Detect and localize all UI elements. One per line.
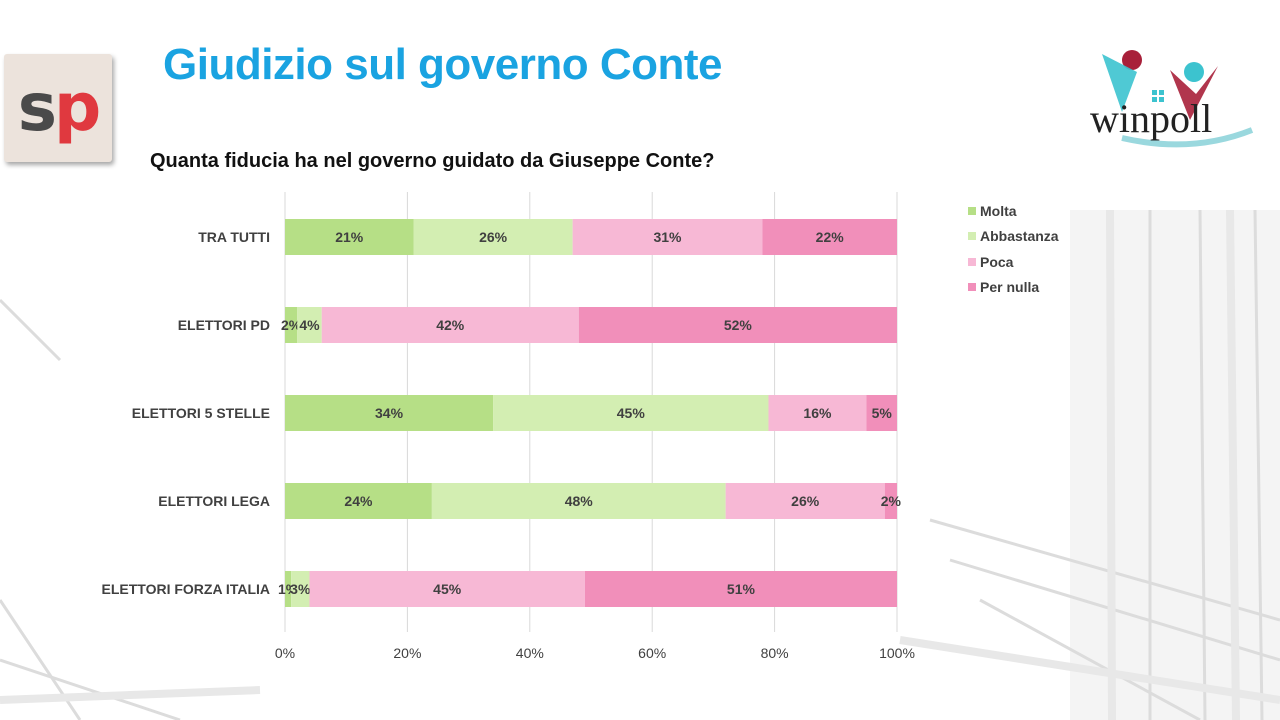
data-label: 2% <box>281 317 302 333</box>
category-labels: TRA TUTTI ELETTORI PD ELETTORI 5 STELLE ELE… <box>101 229 270 597</box>
logo-red-circle <box>1122 50 1142 70</box>
data-label: 24% <box>344 493 373 509</box>
bar-segment <box>578 307 897 343</box>
x-tick-label: 100% <box>879 645 915 661</box>
legend-label: Per nulla <box>980 279 1040 296</box>
legend-label: Molta <box>980 202 1017 219</box>
logo-teal-circle <box>1184 62 1204 82</box>
legend-item: Molta <box>968 198 1059 224</box>
category-label: ELETTORI 5 STELLE <box>132 405 270 421</box>
bar-segment <box>584 571 897 607</box>
bar-segment <box>725 483 885 519</box>
data-label: 42% <box>436 317 465 333</box>
bar-segment <box>291 571 310 607</box>
x-tick-label: 20% <box>393 645 421 661</box>
data-label: 4% <box>299 317 320 333</box>
bar-segment <box>493 395 769 431</box>
bar-segment <box>866 395 897 431</box>
data-label: 51% <box>727 581 756 597</box>
legend-swatch <box>968 257 976 266</box>
data-label: 45% <box>617 405 646 421</box>
bar-segment <box>309 571 585 607</box>
bar-segment <box>884 483 897 519</box>
data-label: 2% <box>881 493 902 509</box>
winpoll-logo: winpoll <box>1090 50 1254 148</box>
logo-swoosh <box>1121 127 1254 148</box>
data-label: 26% <box>791 493 820 509</box>
bar-segment <box>285 219 414 255</box>
data-label: 48% <box>565 493 594 509</box>
sp-logo-p: p <box>54 69 101 146</box>
data-label: 16% <box>803 405 832 421</box>
legend-swatch <box>968 206 976 215</box>
category-label: ELETTORI PD <box>178 317 270 333</box>
bar-segment <box>297 307 322 343</box>
bar-segment <box>572 219 763 255</box>
x-tick-label: 60% <box>638 645 666 661</box>
legend-label: Poca <box>980 253 1014 270</box>
bar-segment <box>285 571 292 607</box>
data-label: 3% <box>290 581 311 597</box>
chart-question: Quanta fiducia ha nel governo guidato da… <box>150 150 715 172</box>
category-label: ELETTORI LEGA <box>158 493 270 509</box>
bars: 21% 26% 31% 22%2%4% 42% 52%34% 45% 16% 5%24% 48% 2… <box>278 219 902 607</box>
logo-red-figure <box>1170 66 1218 120</box>
legend-item: Per nulla <box>968 275 1059 301</box>
data-label: 31% <box>653 229 682 245</box>
legend-item: Abbastanza <box>968 224 1059 250</box>
data-label: 22% <box>816 229 845 245</box>
chart-legend: Molta Abbastanza Poca Per nulla <box>968 198 1059 300</box>
data-label: 21% <box>335 229 364 245</box>
bar-segment <box>321 307 579 343</box>
bar-segment <box>431 483 726 519</box>
legend-swatch <box>968 283 976 292</box>
x-axis-ticks: 0% 20% 40% 60% 80% 100% <box>275 645 915 661</box>
bar-segment <box>762 219 897 255</box>
sp-logo-s: s <box>17 69 57 146</box>
x-tick-label: 40% <box>516 645 544 661</box>
logo-teal-figure <box>1102 54 1137 112</box>
data-label: 5% <box>872 405 893 421</box>
category-label: ELETTORI FORZA ITALIA <box>101 581 270 597</box>
bar-segment <box>768 395 867 431</box>
bar-segment <box>285 395 494 431</box>
bar-segment <box>413 219 573 255</box>
legend-item: Poca <box>968 249 1059 275</box>
legend-swatch <box>968 232 976 241</box>
category-label: TRA TUTTI <box>198 229 270 245</box>
bar-segment <box>285 483 432 519</box>
x-tick-label: 80% <box>761 645 789 661</box>
logo-wordmark: winpoll <box>1090 96 1212 141</box>
bar-segment <box>285 307 298 343</box>
data-label: 26% <box>479 229 508 245</box>
data-label: 34% <box>375 405 404 421</box>
x-tick-label: 0% <box>275 645 295 661</box>
legend-label: Abbastanza <box>980 228 1059 245</box>
data-label: 45% <box>433 581 462 597</box>
data-label: 52% <box>724 317 753 333</box>
slide-title: Giudizio sul governo Conte <box>163 40 723 89</box>
